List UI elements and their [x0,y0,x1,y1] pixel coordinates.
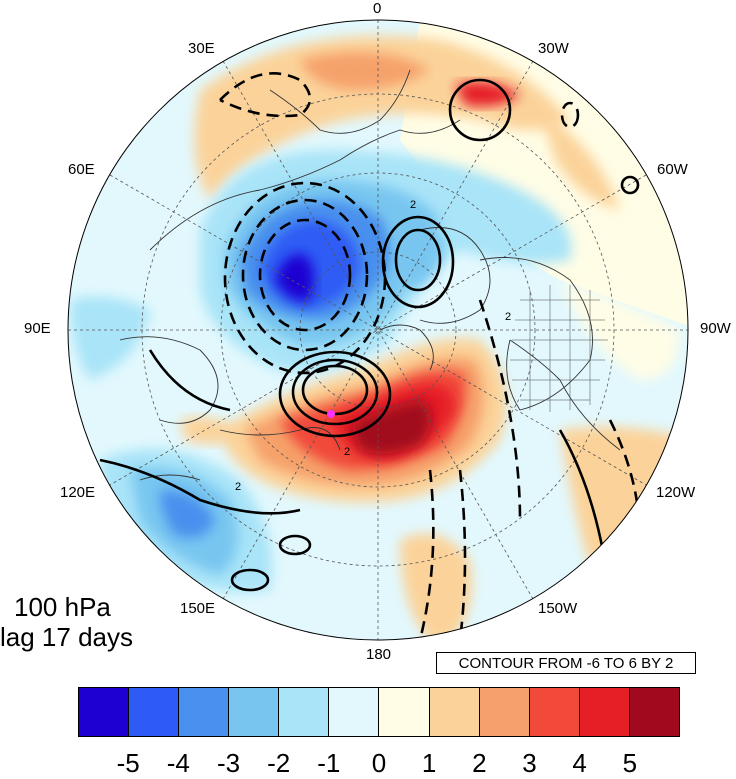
colorbar-tick-label: -1 [317,748,341,778]
contour-label: 2 [410,199,416,211]
colorbar-box [529,688,580,736]
colorbar-box [279,688,330,736]
lon-label-150w: 150W [538,600,578,617]
lon-label-30w: 30W [538,40,569,57]
contour-label: 2 [235,481,241,493]
colorbar-tick-label: 5 [622,748,638,778]
map-boundary [67,19,689,641]
colorbar-tick-label: -2 [267,748,291,778]
contours-negative [219,72,642,640]
colorbar-box [629,688,679,736]
colorbar-tick-label: 3 [522,748,537,778]
colorbar-tick-label: 0 [371,748,387,778]
colorbar-box [429,688,480,736]
lon-label-30e: 30E [188,40,215,57]
contour-label: 2 [344,446,350,458]
contour-label: 2 [505,311,511,323]
colorbar [78,687,680,737]
us-state-grid [510,285,608,412]
colorbar-tick-label: -4 [166,748,190,778]
lon-label-60w: 60W [657,161,688,178]
colorbar-box [179,688,230,736]
colorbar-box [579,688,630,736]
colorbar-box [129,688,180,736]
lon-label-0: 0 [373,0,382,17]
lon-label-90e: 90E [24,320,51,337]
title-lag: lag 17 days [0,622,133,652]
lon-label-120w: 120W [656,484,696,501]
colorbar-tick-label: -3 [216,748,241,778]
colorbar-box [79,688,130,736]
lon-label-120e: 120E [60,484,96,501]
colorbar-tick-label: 2 [472,748,487,778]
colorbar-tick-label: 1 [421,748,437,778]
lon-label-60e: 60E [68,161,95,178]
colorbar-box [379,688,430,736]
colorbar-tick-label: -5 [116,748,140,778]
lon-label-90w: 90W [700,320,731,337]
graticule [68,20,688,640]
colorbar-box [479,688,530,736]
contours-positive [99,78,640,601]
colorbar-tick-label: 4 [572,748,587,778]
title-pressure-level: 100 hPa [14,592,111,622]
lon-label-180: 180 [366,646,392,663]
lon-label-150e: 150E [180,600,216,617]
contour-info-box: CONTOUR FROM -6 TO 6 BY 2 [436,652,696,674]
colorbar-box [329,688,380,736]
marker-point [327,410,335,418]
colorbar-box [229,688,280,736]
